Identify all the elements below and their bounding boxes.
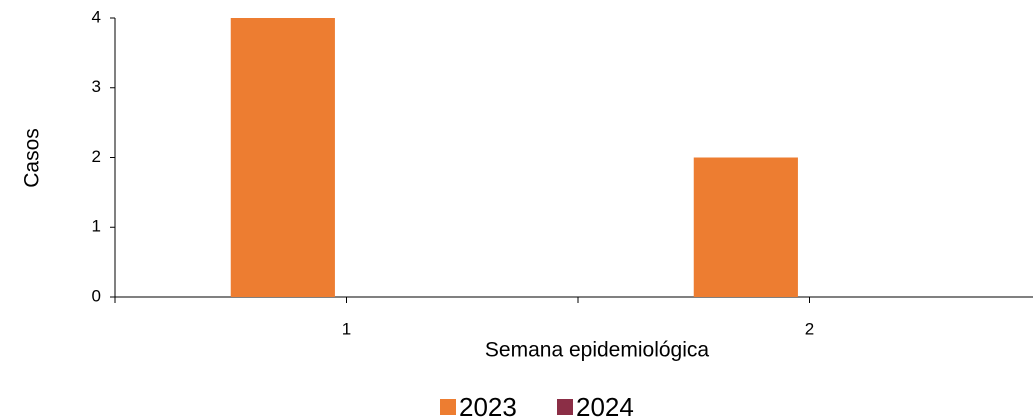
y-tick-label: 4: [92, 7, 101, 26]
y-tick-label: 1: [92, 217, 101, 236]
y-axis-label: Casos: [21, 128, 44, 188]
y-tick-label: 0: [92, 286, 101, 305]
legend-label: 2023: [459, 392, 517, 420]
x-tick-label: 1: [342, 319, 351, 338]
bar: [693, 157, 798, 297]
legend-swatch: [440, 399, 456, 415]
x-axis-label: Semana epidemiológica: [485, 339, 709, 362]
x-tick-label: 2: [805, 319, 814, 338]
legend-swatch: [557, 399, 573, 415]
y-tick-label: 2: [92, 147, 101, 166]
bar: [230, 18, 335, 297]
legend-label: 2024: [576, 392, 634, 420]
y-tick-label: 3: [92, 77, 101, 96]
